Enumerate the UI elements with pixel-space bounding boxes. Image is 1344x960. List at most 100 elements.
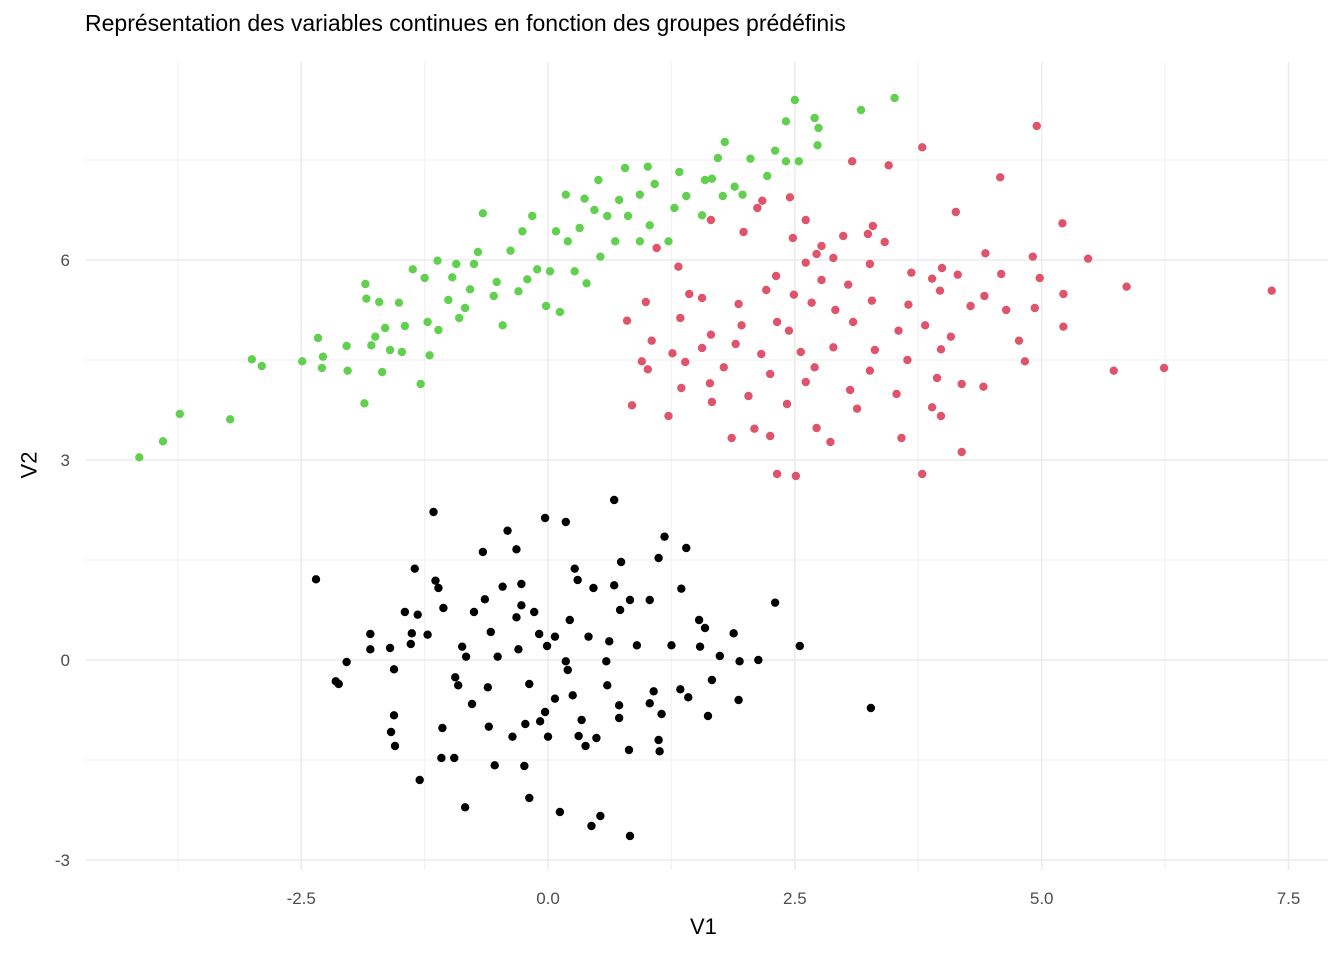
data-point-group-3 [460, 303, 470, 313]
data-point-group-1 [649, 687, 658, 696]
data-point-group-1 [625, 831, 635, 841]
data-point-group-3 [582, 279, 591, 288]
data-point-group-3 [489, 291, 498, 301]
data-point-group-3 [361, 279, 370, 289]
data-point-group-3 [298, 357, 307, 366]
data-point-group-2 [685, 289, 694, 299]
data-point-group-1 [573, 575, 582, 585]
data-point-group-2 [737, 321, 746, 330]
data-point-group-1 [589, 583, 598, 593]
data-point-group-1 [439, 603, 448, 613]
data-point-group-2 [863, 229, 873, 239]
data-point-group-1 [565, 615, 574, 625]
data-point-group-3 [664, 237, 673, 246]
data-point-group-1 [568, 691, 577, 700]
data-point-group-3 [444, 295, 453, 305]
data-point-group-3 [506, 246, 515, 255]
data-point-group-3 [528, 211, 537, 221]
data-point-group-1 [616, 557, 626, 567]
data-point-group-1 [624, 745, 634, 755]
data-point-group-1 [415, 775, 424, 785]
data-point-group-1 [534, 629, 544, 639]
data-point-group-2 [946, 332, 956, 341]
data-point-group-2 [1122, 282, 1131, 291]
data-point-group-1 [486, 627, 495, 637]
data-point-group-3 [890, 93, 899, 103]
data-point-group-1 [770, 598, 780, 607]
data-point-group-3 [623, 211, 633, 221]
x-tick-label: 5.0 [1030, 889, 1054, 908]
data-point-group-1 [550, 632, 560, 641]
data-points [135, 93, 1276, 841]
data-point-group-1 [645, 699, 654, 708]
data-point-group-2 [812, 249, 821, 259]
data-point-group-1 [654, 553, 663, 563]
data-point-group-3 [763, 171, 772, 181]
data-point-group-3 [433, 256, 442, 265]
x-tick-label: 2.5 [783, 889, 807, 908]
data-point-group-2 [1001, 305, 1011, 315]
data-point-group-3 [610, 237, 620, 246]
data-point-group-2 [843, 280, 853, 289]
data-point-group-1 [574, 731, 583, 741]
data-point-group-1 [311, 575, 321, 584]
data-point-group-2 [719, 363, 728, 372]
data-point-group-2 [772, 317, 782, 327]
data-point-group-1 [540, 707, 550, 717]
data-point-group-1 [480, 595, 490, 604]
data-point-group-1 [413, 610, 422, 619]
data-point-group-2 [1267, 286, 1276, 295]
data-point-group-3 [670, 203, 679, 213]
data-point-group-2 [706, 330, 716, 339]
data-point-group-2 [1058, 219, 1067, 228]
data-point-group-1 [609, 581, 619, 590]
data-point-group-2 [796, 347, 805, 357]
chart-title: Représentation des variables continues e… [85, 10, 846, 36]
data-point-group-1 [389, 711, 399, 720]
y-tick-label: 0 [61, 651, 70, 670]
data-point-group-3 [738, 190, 747, 199]
data-point-group-2 [627, 401, 637, 410]
data-point-group-1 [550, 694, 560, 703]
data-point-group-2 [637, 357, 647, 366]
data-point-group-3 [425, 351, 434, 360]
data-point-group-3 [469, 259, 479, 269]
data-point-group-1 [520, 761, 529, 771]
data-point-group-3 [342, 341, 351, 351]
data-point-group-1 [645, 595, 654, 605]
y-tick-label: 6 [61, 251, 70, 270]
data-point-group-3 [397, 347, 407, 357]
y-axis-title: V2 [16, 451, 42, 479]
data-point-group-1 [498, 582, 507, 591]
data-point-group-2 [801, 258, 810, 267]
data-point-group-2 [870, 345, 880, 355]
data-point-group-1 [366, 629, 375, 639]
data-point-group-3 [650, 179, 659, 189]
data-point-group-3 [555, 307, 565, 317]
data-point-group-1 [715, 651, 725, 661]
data-point-group-1 [478, 547, 488, 557]
data-point-group-1 [423, 630, 432, 639]
data-point-group-1 [490, 761, 499, 770]
data-point-group-3 [781, 117, 791, 126]
data-point-group-1 [614, 713, 624, 723]
data-point-group-3 [635, 237, 645, 246]
data-point-group-2 [927, 274, 937, 283]
data-point-group-2 [652, 243, 661, 253]
data-point-group-1 [493, 652, 502, 661]
x-tick-label: 7.5 [1277, 889, 1301, 908]
data-point-group-2 [807, 298, 816, 307]
data-point-group-1 [514, 645, 523, 654]
data-point-group-1 [603, 681, 612, 690]
data-point-group-3 [492, 277, 501, 287]
x-axis-title: V1 [690, 914, 717, 939]
data-point-group-2 [706, 215, 716, 225]
data-point-group-3 [225, 415, 235, 424]
data-point-group-3 [367, 341, 376, 350]
data-point-group-2 [852, 404, 862, 413]
data-point-group-2 [810, 363, 819, 372]
data-point-group-3 [313, 333, 323, 343]
data-point-group-1 [592, 733, 601, 743]
data-point-group-3 [532, 265, 542, 274]
